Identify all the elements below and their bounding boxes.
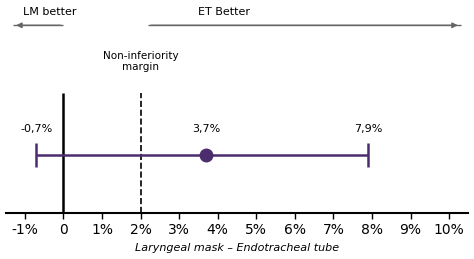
Text: Non-inferiority
margin: Non-inferiority margin (103, 51, 178, 72)
Text: ET Better: ET Better (199, 7, 250, 17)
Text: 3,7%: 3,7% (192, 124, 220, 134)
X-axis label: Laryngeal mask – Endotracheal tube: Laryngeal mask – Endotracheal tube (135, 243, 339, 253)
Text: LM better: LM better (23, 7, 77, 17)
Text: -0,7%: -0,7% (20, 124, 53, 134)
Text: 7,9%: 7,9% (354, 124, 383, 134)
